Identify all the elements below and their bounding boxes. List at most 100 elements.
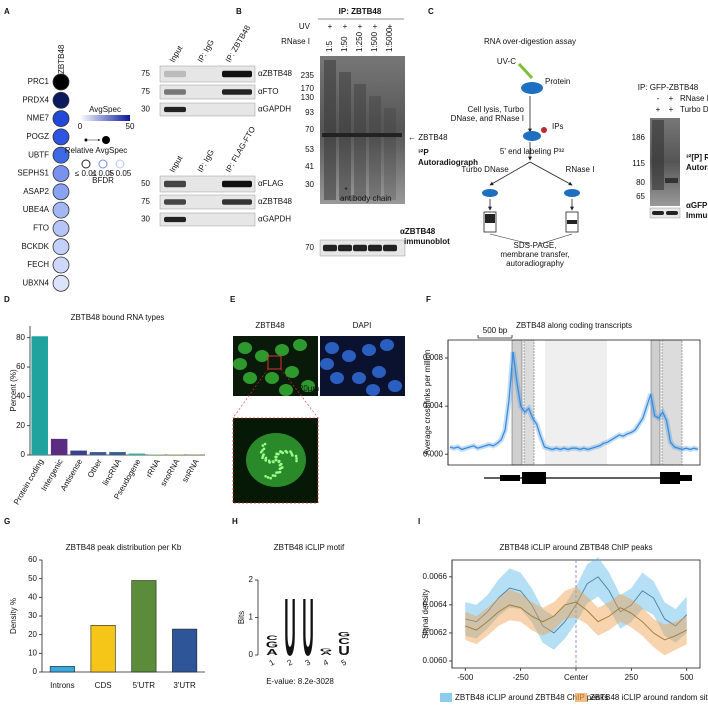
gene-label: PRDX4: [22, 95, 49, 104]
gene-label: UBE4A: [23, 205, 50, 214]
nucleus: [362, 344, 376, 356]
speckle: [278, 463, 282, 467]
label: > 0.05: [109, 169, 132, 178]
speckle: [281, 451, 284, 455]
y-tick-label: 0.004: [423, 401, 444, 410]
x-tick-label: -250: [513, 673, 530, 682]
band: [383, 244, 397, 252]
panel-label: H: [232, 517, 238, 526]
bar: [89, 452, 107, 455]
nucleus: [372, 366, 386, 378]
line: [539, 233, 573, 245]
nucleus: [301, 380, 315, 392]
dot: [84, 138, 88, 142]
panel-label: B: [236, 7, 242, 16]
lane-label: IP: IgG: [196, 148, 216, 174]
line: [465, 576, 688, 634]
lane-label: IP: IgG: [196, 38, 216, 64]
label: 1:5: [325, 40, 334, 52]
nucleus: [388, 380, 402, 392]
speckle: [275, 455, 278, 459]
label: 5' end labeling P³²: [500, 147, 565, 156]
label: membrane transfer,: [500, 250, 569, 259]
marker-label: 30: [141, 215, 150, 224]
speckle: [285, 451, 289, 454]
speckle: [262, 453, 265, 456]
antibody-label: αZBTB48: [258, 197, 293, 206]
y-tick-label: 1: [249, 613, 254, 622]
bar: [49, 666, 75, 673]
dot: [52, 165, 70, 182]
y-tick-label: 0.0060: [423, 656, 448, 665]
y-tick-label: 40: [28, 592, 37, 601]
color-scale: [80, 115, 130, 121]
legend-label: ZBTB48 iCLIP around random sites: [590, 693, 708, 702]
nucleus: [293, 339, 307, 351]
y-tick-label: 40: [16, 391, 25, 400]
panel-label: G: [4, 517, 10, 526]
motif-letter: U: [338, 645, 350, 659]
error-band: [465, 586, 687, 656]
x-tick-label: 4: [322, 657, 331, 667]
legend-swatch: [575, 693, 587, 702]
speckle: [271, 474, 275, 477]
gene-label: UBTF: [28, 150, 49, 159]
chart-title: ZBTB48 bound RNA types: [71, 313, 165, 322]
lane-label: Input: [168, 43, 185, 64]
band: [222, 180, 252, 188]
band: [322, 133, 402, 137]
marker-label: 186: [632, 133, 646, 142]
motif-letter: G: [320, 648, 332, 653]
marker-label: 80: [636, 178, 645, 187]
nucleus: [380, 339, 394, 351]
x-tick-label: snoRNA: [159, 457, 182, 488]
y-axis-label: Density %: [9, 598, 18, 634]
nucleus: [342, 350, 356, 362]
panel-label: F: [426, 295, 431, 304]
smear: [652, 120, 664, 190]
label: +: [669, 94, 674, 103]
dot: [52, 201, 70, 219]
gene-label: ASAP2: [23, 187, 49, 196]
y-tick-label: 30: [28, 611, 37, 620]
band: [368, 244, 382, 252]
nucleus: [265, 372, 279, 384]
nucleus: [325, 342, 339, 354]
line: [489, 161, 531, 186]
label: +: [373, 22, 378, 31]
band: [567, 220, 577, 224]
marker-label: 30: [305, 180, 314, 189]
dot: [52, 256, 70, 274]
antibody-label: αFLAG: [258, 179, 284, 188]
label: αZBTB48: [400, 227, 436, 236]
speckle: [261, 444, 265, 447]
label: SDS-PAGE,: [514, 241, 557, 250]
nucleus: [366, 384, 380, 396]
x-tick-label: 1: [268, 657, 277, 667]
label: +: [343, 22, 348, 31]
y-tick-label: 0.0064: [423, 600, 448, 609]
label: IP: GFP-ZBTB48: [638, 83, 699, 92]
label: immunoblot: [404, 237, 450, 246]
label: 0: [78, 122, 83, 131]
band: [485, 214, 495, 223]
marker-label: 70: [305, 243, 314, 252]
speckle: [291, 454, 294, 457]
speckle: [264, 456, 268, 460]
dot: [102, 136, 110, 144]
label: 1:50: [340, 36, 349, 52]
y-tick-label: 0.0066: [423, 572, 448, 581]
bar: [90, 625, 116, 673]
speckle: [275, 471, 278, 474]
blot: [159, 65, 256, 83]
gene-label: POGZ: [26, 132, 49, 141]
smear: [369, 96, 381, 200]
label: ← ZBTB48: [408, 133, 448, 142]
y-tick-label: 50: [28, 574, 37, 583]
antibody-label: αGAPDH: [258, 215, 291, 224]
bar: [172, 628, 198, 673]
protein: [523, 131, 541, 141]
band: [164, 180, 186, 188]
nucleus: [320, 358, 334, 370]
